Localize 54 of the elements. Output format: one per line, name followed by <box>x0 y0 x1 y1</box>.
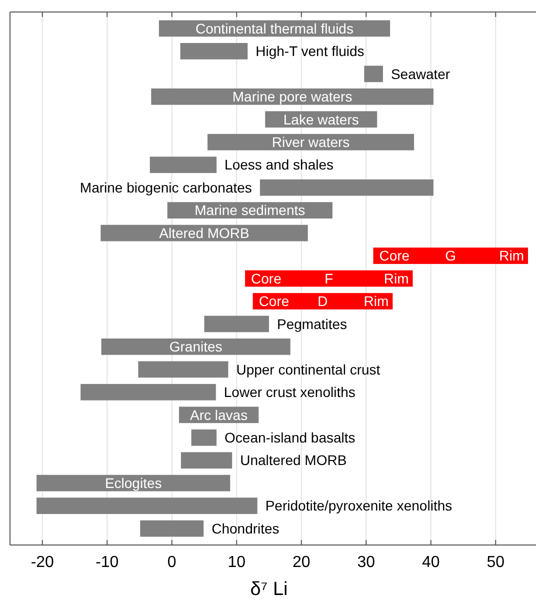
bar <box>80 384 216 400</box>
y-tick-label: Marine sediments <box>194 202 306 218</box>
bar <box>140 520 204 537</box>
annotation: Rim <box>499 248 524 264</box>
bar <box>150 156 217 174</box>
y-tick-label: Altered MORB <box>159 224 250 241</box>
y-tick-label: Ocean-island basalts <box>224 430 356 446</box>
bar <box>101 338 290 355</box>
y-tick-label: Lower crust xenoliths <box>224 384 356 400</box>
bar <box>373 248 528 264</box>
y-tick-label: Marine pore waters <box>232 88 352 105</box>
bar <box>151 88 434 105</box>
annotation: Rim <box>364 293 389 310</box>
bar <box>207 134 414 150</box>
y-tick-label: High-T vent fluids <box>256 43 364 60</box>
y-tick-label: Granites <box>169 338 222 355</box>
bar <box>260 179 434 196</box>
bar <box>36 498 258 514</box>
bar <box>36 474 230 492</box>
y-tick-label: F <box>324 270 334 286</box>
y-tick-label: Eclogites <box>104 474 162 491</box>
x-tick-label: 10 <box>228 554 246 571</box>
x-tick-label: -20 <box>30 554 54 571</box>
annotation: Rim <box>384 270 409 286</box>
y-tick-label: Unaltered MORB <box>240 452 347 468</box>
y-tick-label: Continental thermal fluids <box>196 20 354 36</box>
y-tick-label: Lake waters <box>283 111 359 128</box>
x-tick-label: 50 <box>486 554 505 571</box>
annotation: Core <box>379 248 410 264</box>
bar <box>180 452 232 469</box>
bar <box>180 43 248 60</box>
x-tick-label: 0 <box>167 554 176 571</box>
bar <box>138 361 228 378</box>
y-tick-label: Arc lavas <box>190 406 248 423</box>
y-tick-label: Loess and shales <box>224 156 334 173</box>
y-tick-label: Peridotite/pyroxenite xenoliths <box>265 498 452 514</box>
y-tick-label: Chondrites <box>212 520 280 536</box>
y-tick-label: Upper continental crust <box>236 361 380 378</box>
y-tick-label: River waters <box>272 134 350 150</box>
bar <box>191 429 217 446</box>
x-tick-label: 30 <box>357 554 376 571</box>
x-tick-label: 40 <box>422 554 440 571</box>
y-tick-label: Seawater <box>390 66 450 82</box>
y-tick-label: G <box>445 248 456 264</box>
x-tick-label: 20 <box>292 554 310 571</box>
x-axis-title: δ⁷ Li <box>250 579 288 600</box>
annotation: Core <box>251 270 282 286</box>
y-tick-label: Pegmatites <box>277 316 348 332</box>
x-tick-label: -10 <box>96 554 119 571</box>
bar <box>364 66 383 82</box>
y-tick-label: Marine biogenic carbonates <box>80 179 252 196</box>
annotation: Core <box>258 293 290 310</box>
y-tick-label: D <box>318 293 328 310</box>
bar <box>204 316 269 332</box>
